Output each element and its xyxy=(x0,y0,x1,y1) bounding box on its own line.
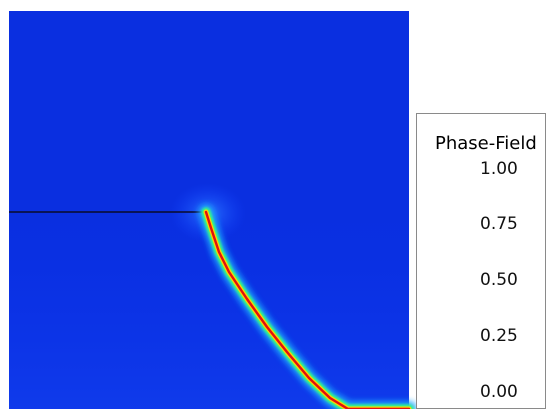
legend-tick-label-0-50: 0.50 xyxy=(480,270,518,290)
crack-core xyxy=(204,210,411,409)
legend-panel xyxy=(416,113,546,409)
legend-tick-label-0-75: 0.75 xyxy=(480,214,518,234)
legend-tick-label-0-00: 0.00 xyxy=(480,382,518,402)
legend-tick-label-0-25: 0.25 xyxy=(480,326,518,346)
legend-title: Phase-Field xyxy=(435,133,537,154)
legend-tick-label-1-00: 1.00 xyxy=(480,159,518,179)
